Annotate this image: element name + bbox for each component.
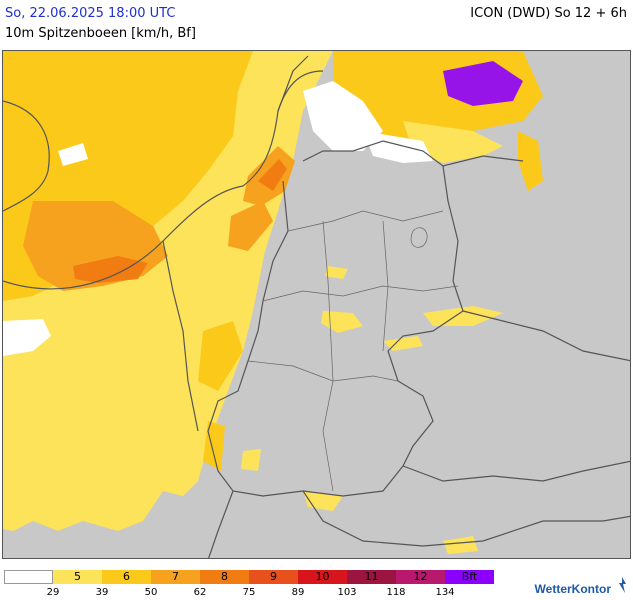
gust-patch-harz bbox=[325, 266, 348, 279]
legend-threshold-label: 89 bbox=[291, 587, 305, 598]
legend-threshold-label: 39 bbox=[95, 587, 109, 598]
date-time-label: So, 22.06.2025 18:00 UTC bbox=[5, 6, 176, 21]
country-borders bbox=[3, 55, 630, 558]
state-border-4 bbox=[322, 220, 334, 492]
legend-class-1: 5 bbox=[53, 570, 102, 584]
border-de-west bbox=[207, 180, 289, 432]
wetterkontor-logo: WetterKontor bbox=[534, 582, 611, 596]
border-coastline-north bbox=[277, 55, 524, 167]
border-uk-coast bbox=[3, 100, 50, 212]
border-at-north bbox=[402, 460, 630, 482]
legend-class-0 bbox=[4, 570, 53, 584]
gust-zone-bf7-netherlands bbox=[228, 201, 273, 251]
gust-zone-bf8-channel bbox=[73, 256, 148, 283]
legend-class-5: 9 bbox=[249, 570, 298, 584]
legend-threshold-label: 29 bbox=[46, 587, 60, 598]
gust-patch-blackforest bbox=[241, 449, 261, 471]
border-alps bbox=[302, 490, 630, 547]
legend-class-7: 11 bbox=[347, 570, 396, 584]
legend-class-label: Bft bbox=[461, 570, 478, 583]
gust-patch-rhine bbox=[198, 321, 243, 391]
gust-patch-alps-east bbox=[443, 536, 478, 554]
calm-area-north bbox=[58, 143, 88, 166]
state-borders bbox=[247, 210, 459, 492]
legend-class-label: 5 bbox=[74, 570, 81, 583]
border-cz-pl bbox=[462, 310, 630, 362]
state-border-berlin bbox=[410, 227, 428, 248]
gust-zone-bf6-east-coast bbox=[518, 131, 543, 191]
gust-zone-bft-baltic bbox=[443, 61, 523, 106]
gust-patch-france bbox=[123, 499, 143, 523]
state-border-2 bbox=[262, 285, 459, 302]
gust-legend: 5 6 7 8 9 10 11 12 Bft bbox=[4, 570, 494, 584]
legend-class-2: 6 bbox=[102, 570, 151, 584]
legend-threshold-label: 118 bbox=[386, 587, 406, 598]
gust-patch-erzgebirge bbox=[423, 306, 503, 326]
legend-class-label: 11 bbox=[364, 570, 379, 583]
border-ch-fr bbox=[208, 490, 234, 558]
legend-class-9: Bft bbox=[445, 570, 494, 584]
legend-class-label: 12 bbox=[413, 570, 428, 583]
gust-patch-central bbox=[321, 311, 363, 333]
border-de-pl bbox=[442, 165, 464, 312]
legend-threshold-label: 62 bbox=[193, 587, 207, 598]
border-be-fr bbox=[162, 240, 199, 432]
border-de-south bbox=[207, 430, 404, 497]
legend-class-label: 7 bbox=[172, 570, 179, 583]
state-border-1 bbox=[287, 210, 444, 232]
gust-patch-east bbox=[383, 336, 423, 351]
gust-zone-bf8-north-sea-coast bbox=[258, 159, 287, 191]
legend-class-3: 7 bbox=[151, 570, 200, 584]
wetterkontor-logo-icon bbox=[619, 577, 626, 593]
model-run-label: ICON (DWD) So 12 + 6h bbox=[470, 6, 627, 21]
sea-area-danish-straits bbox=[303, 81, 383, 151]
wind-gust-map bbox=[2, 50, 631, 559]
legend-class-label: 6 bbox=[123, 570, 130, 583]
map-canvas bbox=[3, 51, 630, 558]
sea-area-baltic-white bbox=[363, 131, 433, 163]
legend-threshold-label: 75 bbox=[242, 587, 256, 598]
state-border-5 bbox=[382, 220, 389, 352]
legend-class-4: 8 bbox=[200, 570, 249, 584]
legend-threshold-label: 134 bbox=[435, 587, 455, 598]
legend-class-label: 10 bbox=[315, 570, 330, 583]
parameter-label: 10m Spitzenboeen [km/h, Bf] bbox=[5, 26, 196, 41]
calm-area-west bbox=[3, 319, 51, 356]
legend-threshold-label: 50 bbox=[144, 587, 158, 598]
legend-class-label: 9 bbox=[270, 570, 277, 583]
legend-class-label: 8 bbox=[221, 570, 228, 583]
legend-threshold-label: 103 bbox=[337, 587, 357, 598]
legend-class-6: 10 bbox=[298, 570, 347, 584]
legend-class-8: 12 bbox=[396, 570, 445, 584]
